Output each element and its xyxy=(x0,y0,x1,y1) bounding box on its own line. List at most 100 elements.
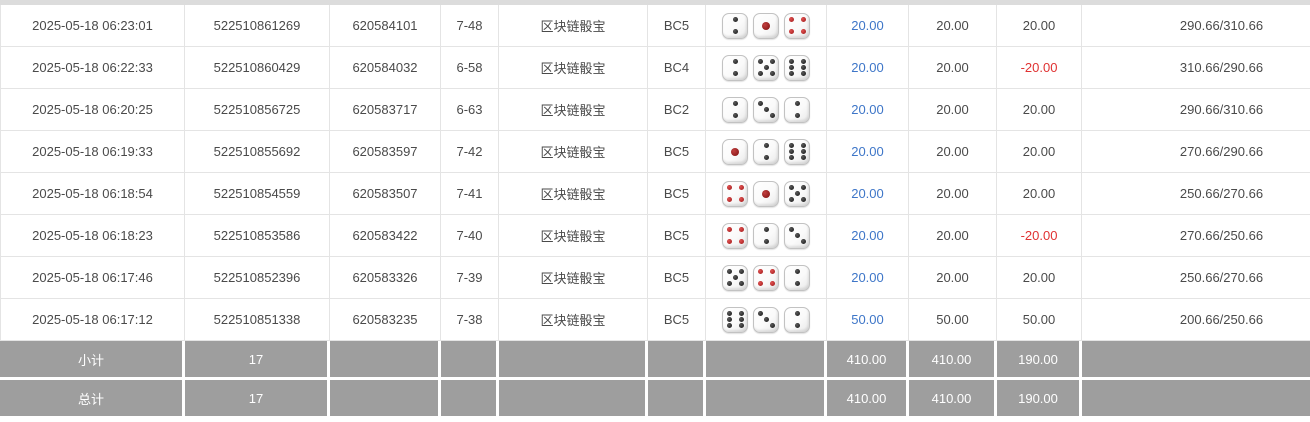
die-4-icon xyxy=(784,12,810,39)
cell-dice-result xyxy=(706,89,827,131)
dice-group xyxy=(722,12,810,39)
die-pip xyxy=(757,281,763,286)
cell-bet-amount-link[interactable]: 20.00 xyxy=(827,47,909,89)
cell-table-code: BC5 xyxy=(648,215,706,257)
die-pip xyxy=(732,59,738,64)
cell-game-name: 区块链骰宝 xyxy=(499,47,648,89)
cell-bet-amount-link[interactable]: 20.00 xyxy=(827,257,909,299)
cell-round-no: 620584032 xyxy=(330,47,441,89)
die-pip xyxy=(800,185,806,190)
cell-round-no: 620583507 xyxy=(330,173,441,215)
die-pip xyxy=(769,59,775,64)
die-pip xyxy=(738,281,744,286)
die-6-icon xyxy=(784,138,810,165)
cell-game-name: 区块链骰宝 xyxy=(499,299,648,341)
cell-dice-result xyxy=(706,5,827,47)
die-pip xyxy=(738,227,744,232)
die-pip xyxy=(726,311,732,316)
cell-round-no: 620583717 xyxy=(330,89,441,131)
die-pip xyxy=(800,65,806,70)
cell-dice-result xyxy=(706,131,827,173)
die-6-icon xyxy=(784,54,810,81)
table-row: 2025-05-18 06:17:46 522510852396 620583326… xyxy=(0,257,1310,299)
die-pip xyxy=(757,59,763,64)
die-pip xyxy=(738,197,744,202)
cell-table-code: BC4 xyxy=(648,47,706,89)
cell-table-code: BC2 xyxy=(648,89,706,131)
cell-order-no: 522510856725 xyxy=(185,89,330,131)
cell-session: 7-39 xyxy=(441,257,499,299)
cell-session: 7-48 xyxy=(441,5,499,47)
footer-empty xyxy=(706,341,827,377)
die-pip xyxy=(769,281,775,286)
die-5-icon xyxy=(722,264,748,291)
footer-label: 总计 xyxy=(0,380,185,416)
die-pip xyxy=(794,113,800,118)
die-4-icon xyxy=(722,180,748,207)
cell-table-code: BC5 xyxy=(648,173,706,215)
cell-balance: 310.66/290.66 xyxy=(1082,47,1310,89)
cell-round-no: 620583326 xyxy=(330,257,441,299)
cell-table-code: BC5 xyxy=(648,5,706,47)
footer-empty xyxy=(1082,380,1310,416)
die-pip xyxy=(732,17,738,22)
cell-bet-amount-link[interactable]: 20.00 xyxy=(827,5,909,47)
die-pip xyxy=(732,101,738,106)
die-pip xyxy=(726,317,732,322)
die-1-icon xyxy=(722,138,748,165)
cell-round-no: 620583597 xyxy=(330,131,441,173)
die-pip xyxy=(794,281,800,286)
footer-empty xyxy=(706,380,827,416)
die-2-icon xyxy=(784,96,810,123)
die-pip xyxy=(757,269,763,274)
cell-time: 2025-05-18 06:17:46 xyxy=(0,257,185,299)
cell-balance: 200.66/250.66 xyxy=(1082,299,1310,341)
cell-bet-amount-link[interactable]: 50.00 xyxy=(827,299,909,341)
footer-valid-total: 410.00 xyxy=(909,380,997,416)
footer-empty xyxy=(1082,341,1310,377)
cell-session: 7-42 xyxy=(441,131,499,173)
dice-group xyxy=(722,138,810,165)
cell-win-loss: 20.00 xyxy=(997,5,1082,47)
footer-empty xyxy=(330,341,441,377)
cell-table-code: BC5 xyxy=(648,257,706,299)
cell-time: 2025-05-18 06:22:33 xyxy=(0,47,185,89)
table-row: 2025-05-18 06:22:33 522510860429 620584032… xyxy=(0,47,1310,89)
die-pip xyxy=(732,113,738,118)
cell-bet-amount-link[interactable]: 20.00 xyxy=(827,131,909,173)
footer-label: 小计 xyxy=(0,341,185,377)
cell-bet-amount-link[interactable]: 20.00 xyxy=(827,89,909,131)
cell-dice-result xyxy=(706,299,827,341)
die-3-icon xyxy=(753,306,779,333)
die-pip xyxy=(738,185,744,190)
cell-win-loss: -20.00 xyxy=(997,47,1082,89)
dice-group xyxy=(722,306,810,333)
table-row: 2025-05-18 06:17:12 522510851338 620583235… xyxy=(0,299,1310,341)
die-pip xyxy=(788,155,794,160)
cell-valid-amount: 20.00 xyxy=(909,215,997,257)
die-1-icon xyxy=(753,180,779,207)
cell-time: 2025-05-18 06:17:12 xyxy=(0,299,185,341)
die-pip xyxy=(769,269,775,274)
cell-game-name: 区块链骰宝 xyxy=(499,173,648,215)
cell-bet-amount-link[interactable]: 20.00 xyxy=(827,215,909,257)
cell-bet-amount-link[interactable]: 20.00 xyxy=(827,173,909,215)
cell-dice-result xyxy=(706,173,827,215)
cell-order-no: 522510861269 xyxy=(185,5,330,47)
footer-empty xyxy=(441,380,499,416)
dice-group xyxy=(722,180,810,207)
die-pip xyxy=(726,281,732,286)
die-pip xyxy=(757,101,763,106)
die-pip xyxy=(726,323,732,328)
cell-time: 2025-05-18 06:18:54 xyxy=(0,173,185,215)
cell-valid-amount: 20.00 xyxy=(909,131,997,173)
footer-count: 17 xyxy=(185,380,330,416)
die-2-icon xyxy=(784,306,810,333)
dice-group xyxy=(722,264,810,291)
cell-time: 2025-05-18 06:20:25 xyxy=(0,89,185,131)
cell-balance: 270.66/250.66 xyxy=(1082,215,1310,257)
footer-win-loss-total: 190.00 xyxy=(997,380,1082,416)
die-pip xyxy=(769,323,775,328)
cell-valid-amount: 20.00 xyxy=(909,173,997,215)
die-pip xyxy=(738,323,744,328)
